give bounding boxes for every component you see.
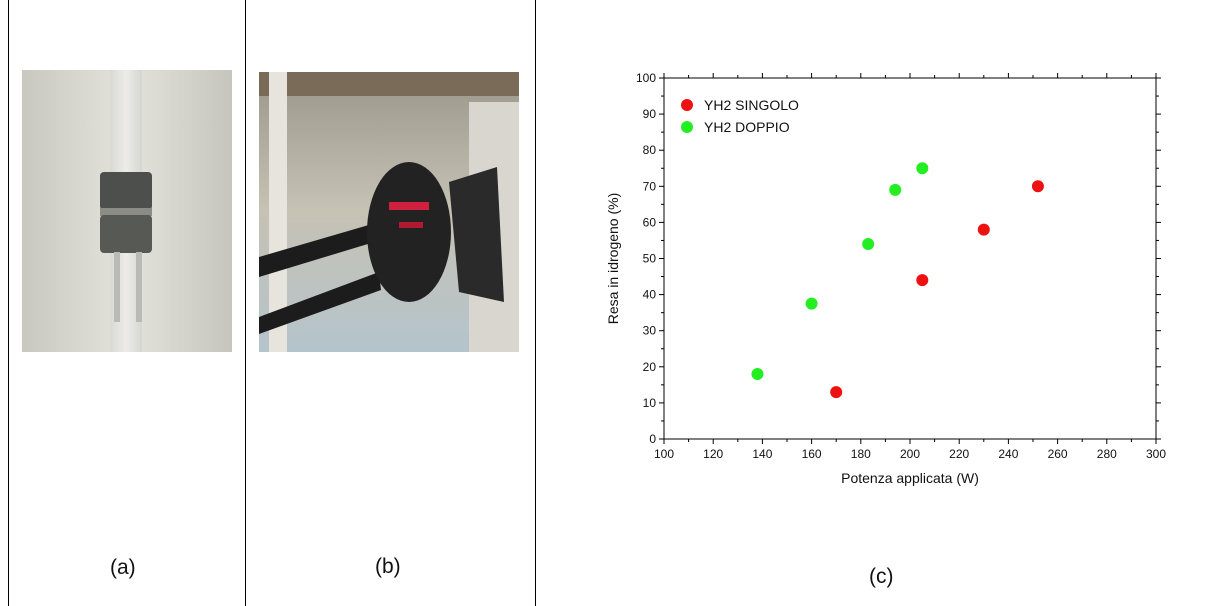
legend-marker: [681, 121, 693, 133]
caption-b: (b): [375, 555, 401, 578]
x-tick-label: 300: [1146, 447, 1166, 461]
singolo-point: [1031, 180, 1044, 193]
caption-a: (a): [110, 556, 136, 579]
x-tick-label: 260: [1048, 447, 1068, 461]
singolo-point: [916, 274, 929, 287]
sample-tube-image: [22, 70, 232, 352]
caption-c: (c): [869, 565, 894, 588]
x-tick-label: 160: [802, 447, 822, 461]
legend-label: YH2 SINGOLO: [704, 97, 799, 113]
y-tick-label: 50: [643, 252, 657, 266]
coil-apparatus-image: [259, 72, 519, 352]
y-tick-label: 80: [643, 143, 657, 157]
panel-a: (a): [8, 0, 245, 606]
x-tick-label: 220: [949, 447, 969, 461]
y-axis-title: Resa in idrogeno (%): [605, 193, 621, 325]
y-tick-label: 60: [643, 215, 657, 229]
y-tick-label: 0: [649, 432, 656, 446]
x-tick-label: 140: [752, 447, 772, 461]
scatter-chart: 100 120 140 160 180 200 220 240 260 280 300 0 10 20 30…: [605, 71, 1166, 486]
y-tick-label: 90: [643, 107, 657, 121]
y-tick-label: 10: [643, 396, 657, 410]
photo-a: [22, 70, 232, 352]
x-tick-label: 200: [900, 447, 920, 461]
legend-marker: [681, 99, 693, 111]
photo-b: [259, 72, 519, 352]
x-tick-label: 240: [998, 447, 1018, 461]
panel-b: (b): [245, 0, 535, 606]
y-tick-label: 30: [643, 324, 657, 338]
y-tick-label: 70: [643, 179, 657, 193]
legend-label: YH2 DOPPIO: [704, 119, 790, 135]
singolo-point: [830, 386, 843, 399]
panel-c: 100 120 140 160 180 200 220 240 260 280 300 0 10 20 30…: [535, 0, 1220, 606]
doppio-point: [916, 162, 929, 175]
x-tick-label: 100: [654, 447, 674, 461]
legend: YH2 SINGOLO YH2 DOPPIO: [681, 97, 799, 135]
figure-frame: (a): [8, 0, 1220, 606]
singolo-point: [977, 223, 990, 236]
x-axis-title: Potenza applicata (W): [841, 470, 979, 486]
doppio-point: [862, 238, 875, 251]
doppio-point: [751, 368, 764, 381]
y-tick-label: 20: [643, 360, 657, 374]
x-tick-label: 280: [1097, 447, 1117, 461]
x-tick-label: 180: [851, 447, 871, 461]
x-tick-label: 120: [703, 447, 723, 461]
doppio-point: [889, 183, 902, 196]
y-tick-label: 40: [643, 288, 657, 302]
y-tick-label: 100: [636, 71, 656, 85]
doppio-point: [805, 297, 818, 310]
